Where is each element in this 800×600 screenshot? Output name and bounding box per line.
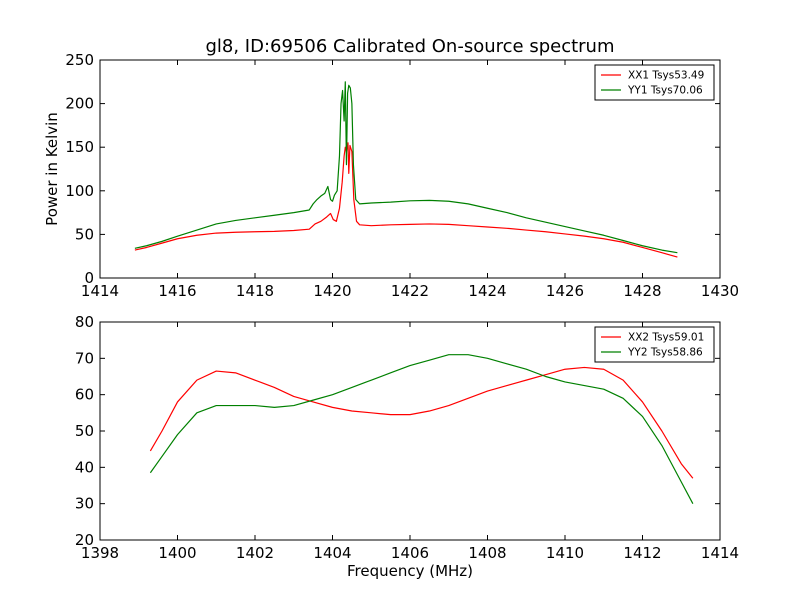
top-x-tick-label: 1426 (546, 282, 584, 300)
top-plot-tick-labels: 1414 1416 1418 1420 1422 1424 1426 1428 1430 0 50 1… (65, 51, 739, 300)
bottom-legend-label-yy2: YY2 Tsys58.86 (627, 347, 703, 359)
bottom-x-tick-label: 1398 (81, 544, 119, 562)
top-x-tick-label: 1420 (313, 282, 351, 300)
bottom-plot-tick-labels: 1398 1400 1402 1404 1406 1408 1410 1412 1414 20 30… (75, 313, 739, 562)
bottom-x-tick-label: 1414 (701, 544, 739, 562)
bottom-x-tick-label: 1402 (236, 544, 274, 562)
top-x-tick-label: 1416 (158, 282, 196, 300)
top-y-axis-label: Power in Kelvin (43, 112, 61, 226)
top-plot-series (134, 81, 678, 258)
bottom-series-line-yy (149, 354, 694, 504)
bottom-y-tick-label: 70 (75, 349, 94, 367)
top-x-tick-label: 1424 (468, 282, 506, 300)
top-y-tick-label: 50 (75, 225, 94, 243)
bottom-series-line-xx (149, 366, 694, 479)
top-x-tick-label: 1422 (391, 282, 429, 300)
top-y-tick-label: 250 (65, 51, 94, 69)
bottom-x-tick-label: 1408 (468, 544, 506, 562)
bottom-plot-series (149, 354, 694, 504)
bottom-plot-ticks (99, 321, 721, 541)
top-x-tick-label: 1428 (623, 282, 661, 300)
chart-title: gl8, ID:69506 Calibrated On-source spect… (205, 36, 614, 57)
top-y-tick-label: 100 (65, 182, 94, 200)
bottom-y-tick-label: 20 (75, 531, 94, 549)
bottom-plot: 1398 1400 1402 1404 1406 1408 1410 1412 1414 20 30… (75, 313, 739, 580)
bottom-y-tick-label: 30 (75, 495, 94, 513)
top-plot: 1414 1416 1418 1420 1422 1424 1426 1428 1430 0 50 1… (43, 51, 739, 300)
top-x-tick-label: 1418 (236, 282, 274, 300)
top-legend-box (594, 64, 715, 101)
top-plot-ticks (99, 59, 721, 279)
bottom-x-tick-label: 1410 (546, 544, 584, 562)
bottom-x-tick-label: 1406 (391, 544, 429, 562)
top-legend-label-xx1: XX1 Tsys53.49 (628, 70, 704, 82)
top-series-line-yy (134, 81, 678, 254)
top-y-tick-label: 200 (65, 95, 94, 113)
bottom-y-tick-label: 80 (75, 313, 94, 331)
bottom-legend-label-xx2: XX2 Tsys59.01 (628, 332, 704, 344)
bottom-x-tick-label: 1404 (313, 544, 351, 562)
bottom-y-tick-label: 60 (75, 386, 94, 404)
bottom-legend-box (594, 326, 715, 363)
top-series-line-xx (134, 142, 678, 258)
bottom-x-tick-label: 1400 (158, 544, 196, 562)
bottom-x-tick-label: 1412 (623, 544, 661, 562)
top-legend: XX1 Tsys53.49 YY1 Tsys70.06 (594, 64, 715, 101)
bottom-y-tick-label: 50 (75, 422, 94, 440)
bottom-x-axis-label: Frequency (MHz) (347, 562, 473, 580)
top-x-tick-label: 1414 (81, 282, 119, 300)
top-y-tick-label: 0 (84, 269, 94, 287)
top-x-tick-label: 1430 (701, 282, 739, 300)
bottom-y-tick-label: 40 (75, 458, 94, 476)
bottom-legend: XX2 Tsys59.01 YY2 Tsys58.86 (594, 326, 715, 363)
top-y-tick-label: 150 (65, 138, 94, 156)
top-legend-label-yy1: YY1 Tsys70.06 (627, 85, 703, 97)
